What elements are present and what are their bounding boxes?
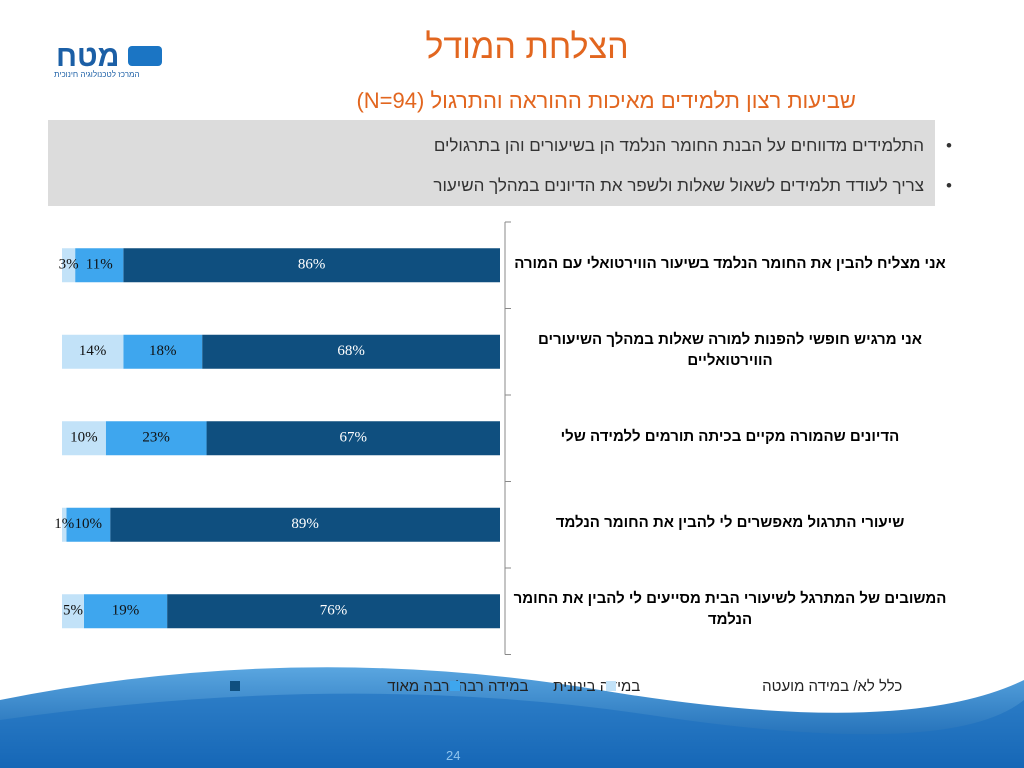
title: הצלחת המודל xyxy=(425,28,629,66)
legend-swatch xyxy=(230,681,240,691)
subtitle: שביעות רצון תלמידים מאיכות ההוראה והתרגו… xyxy=(356,88,856,113)
bar-segment xyxy=(123,334,203,369)
bar-segment xyxy=(62,334,124,369)
category-label: המשובים של המתרגל לשיעורי הבית מסייעים ל… xyxy=(513,590,947,629)
legend-label: כלל לא/ במידה מועטה xyxy=(762,678,902,695)
data-label: 11% xyxy=(86,257,113,273)
legend-label: במידה בינונית xyxy=(553,678,640,695)
wave xyxy=(0,693,1024,768)
data-label: 68% xyxy=(337,343,365,359)
bar-segment xyxy=(62,248,76,283)
bar-segment xyxy=(167,594,500,629)
category-label: אני מצליח להבין את החומר הנלמד בשיעור הו… xyxy=(514,254,946,272)
logo-name: מטח xyxy=(56,40,120,73)
bar-segment xyxy=(62,421,106,456)
bullet: צריך לעודד תלמידים לשאול שאלות ולשפר את … xyxy=(433,176,951,196)
category-label: שיעורי התרגול מאפשרים לי להבין את החומר … xyxy=(555,514,905,532)
bullet: התלמידים מדווחים על הבנת החומר הנלמד הן … xyxy=(434,136,952,156)
data-label: 5% xyxy=(63,603,83,619)
bar-segment xyxy=(62,507,67,542)
bar-segment xyxy=(123,248,500,283)
bar-segment xyxy=(202,334,500,369)
bar-segment xyxy=(105,421,207,456)
legend-swatch xyxy=(450,681,460,691)
logo-mark xyxy=(128,46,162,66)
data-label: 23% xyxy=(142,430,170,446)
data-label: 14% xyxy=(79,343,107,359)
data-label: 10% xyxy=(70,430,98,446)
data-label: 19% xyxy=(112,603,140,619)
category-label: הדיונים שהמורה מקיים בכיתה תורמים ללמידה… xyxy=(560,427,900,445)
bar-segment xyxy=(62,594,84,629)
bar-segment xyxy=(83,594,168,629)
data-label: 76% xyxy=(320,603,348,619)
bar-segment xyxy=(66,507,111,542)
category-label: אני מרגיש חופשי להפנות למורה שאלות במהלך… xyxy=(537,330,922,369)
data-label: 3% xyxy=(59,257,79,273)
bar-segment xyxy=(206,421,501,456)
bar-segment xyxy=(110,507,501,542)
data-label: 89% xyxy=(291,516,319,532)
data-label: 1% xyxy=(54,516,74,532)
data-label: 86% xyxy=(298,257,326,273)
data-label: 18% xyxy=(149,343,177,359)
data-label: 10% xyxy=(75,516,103,532)
logo-tagline: המרכז לטכנולוגיה חינוכית xyxy=(54,70,140,79)
legend-swatch xyxy=(606,681,616,691)
data-label: 67% xyxy=(340,430,368,446)
page-number: 24 xyxy=(446,748,461,763)
bar-segment xyxy=(75,248,124,283)
